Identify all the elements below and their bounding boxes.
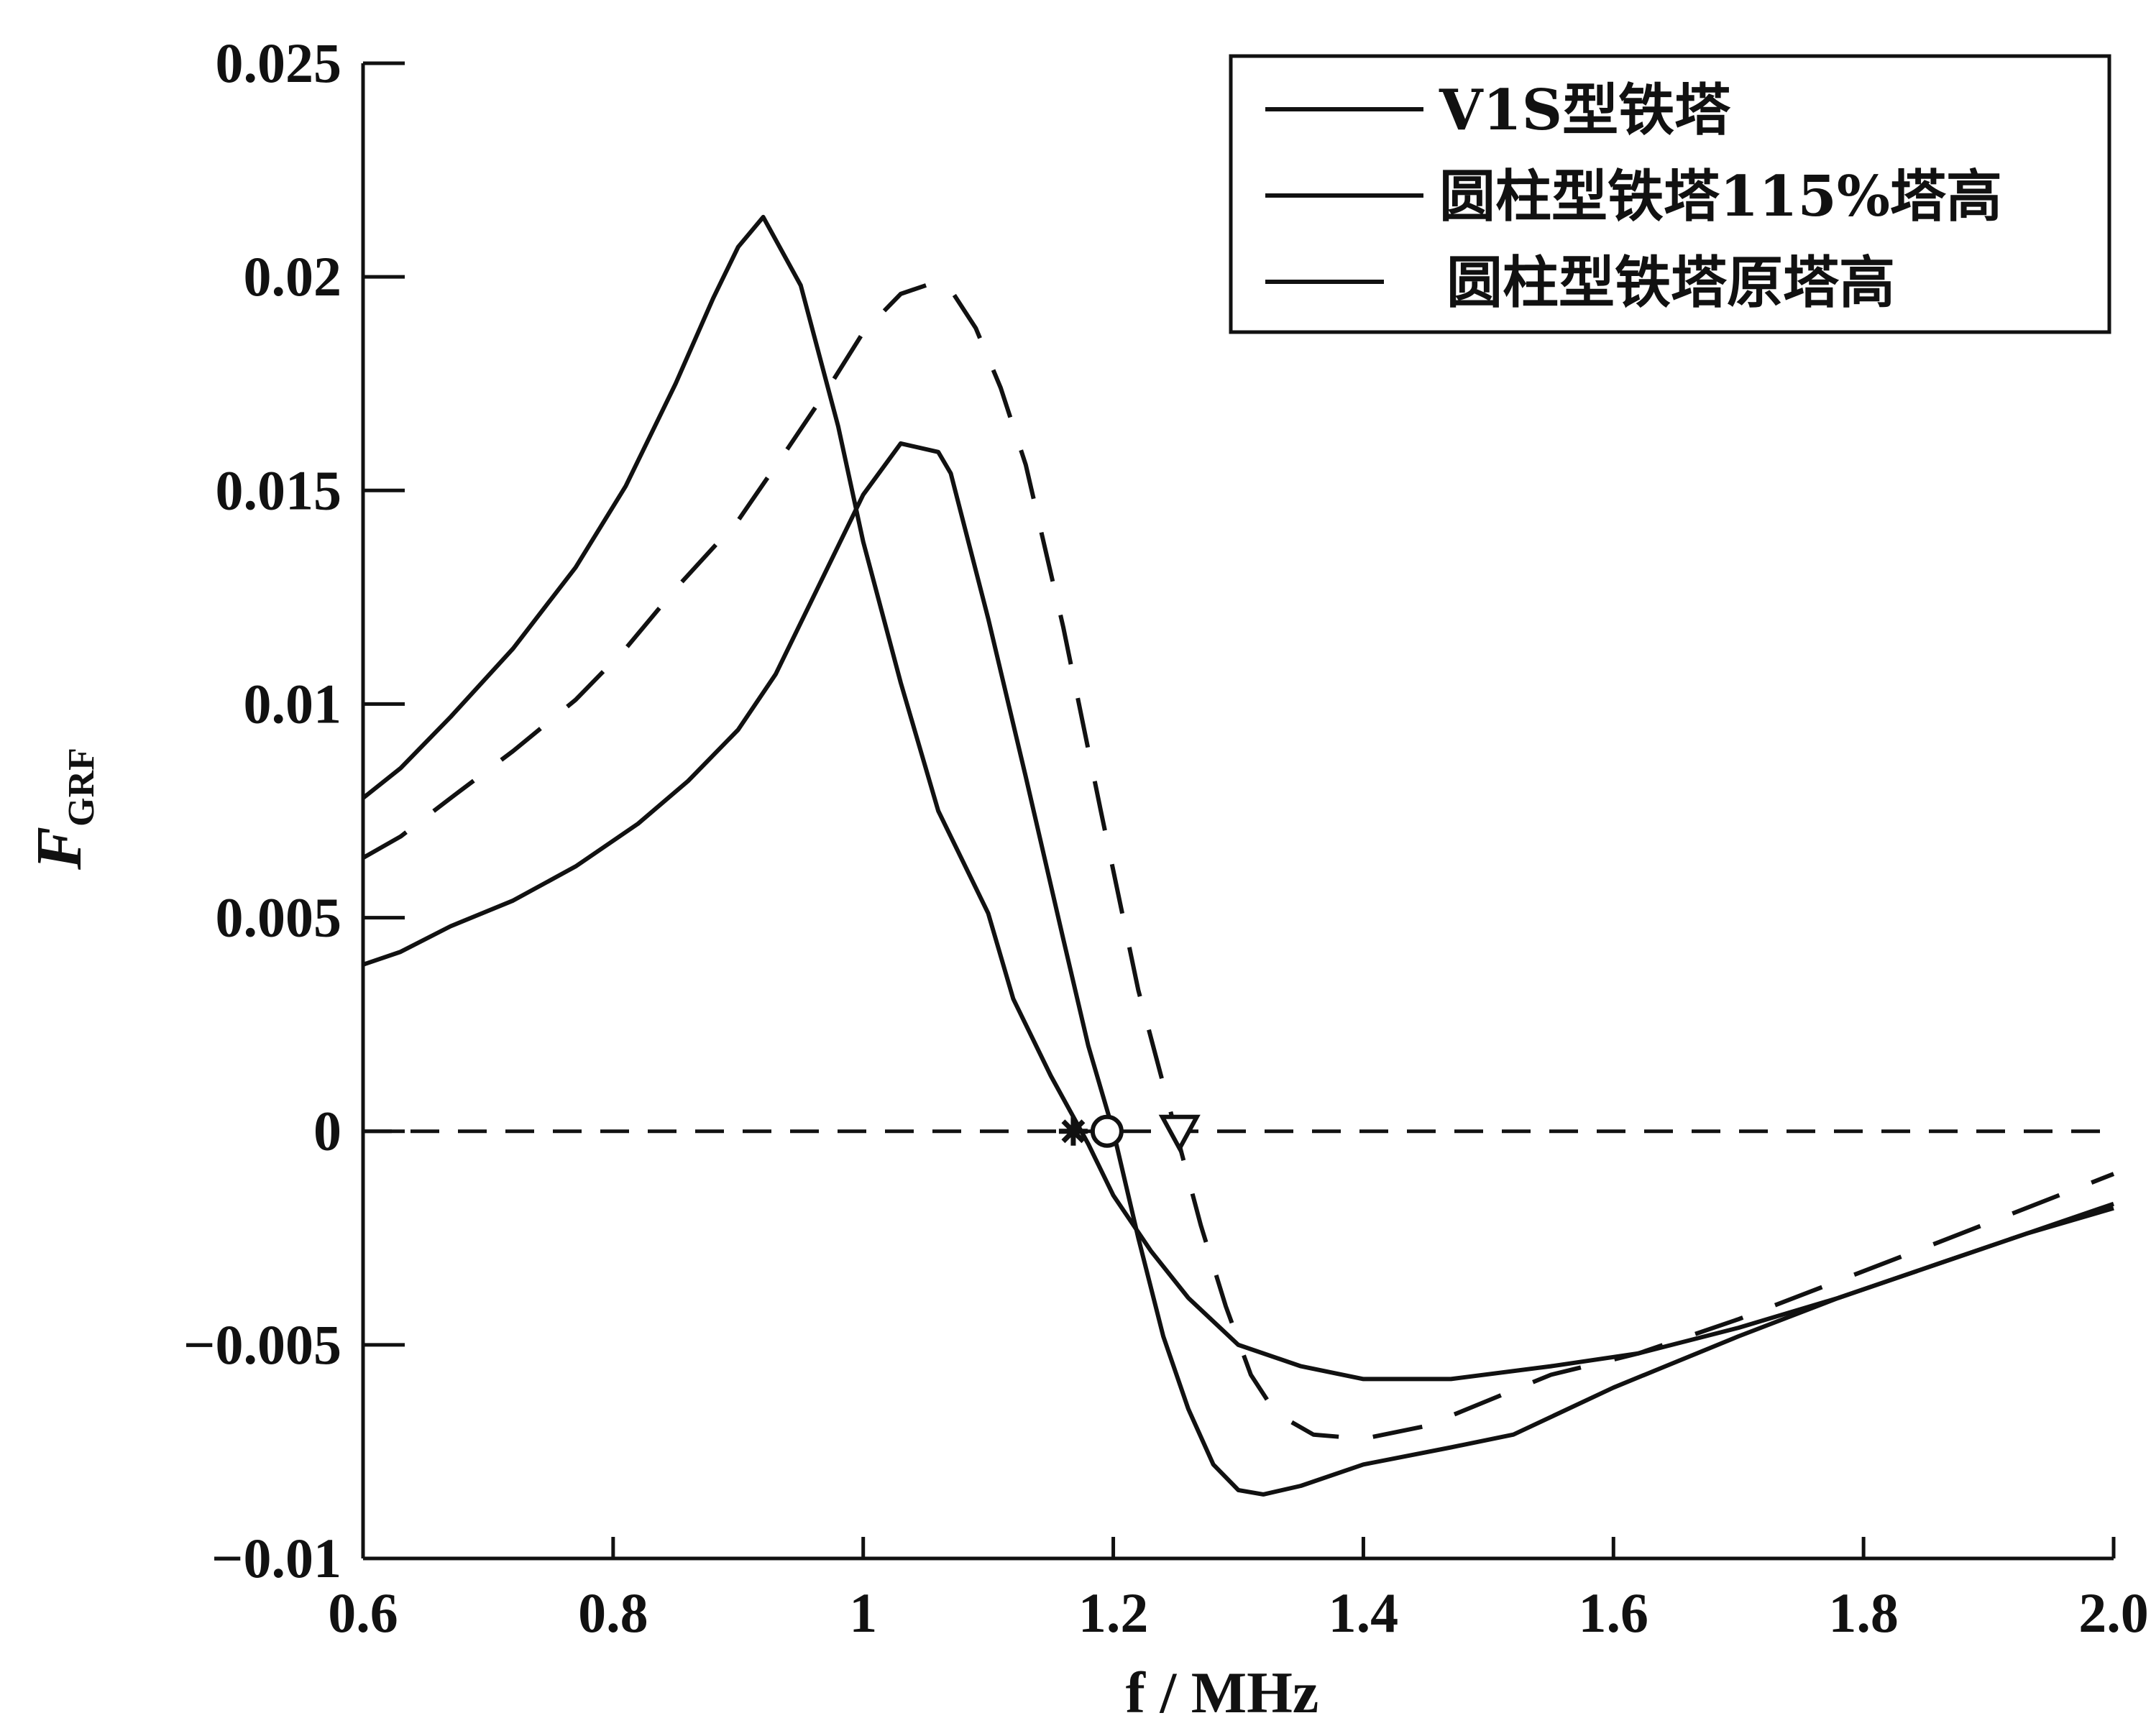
x-tick-label: 1.4 (1329, 1581, 1399, 1644)
y-axis-title-main: F (24, 827, 95, 871)
x-tick-label: 1 (849, 1581, 877, 1644)
x-tick-label: 1.2 (1078, 1581, 1149, 1644)
x-tick-label: 0.8 (578, 1581, 648, 1644)
asterisk-stroke (1061, 1119, 1086, 1144)
series-line-2 (362, 441, 2114, 1497)
x-axis-title-text: f / MHz (1126, 1660, 1319, 1725)
circle-marker (1090, 1114, 1124, 1148)
axes: 0.6 0.8 1 1.2 1.4 1.6 1.8 2.0 −0.01 −0.005 0 0.005 0… (183, 32, 2149, 1644)
asterisk-marker (1058, 1116, 1088, 1146)
legend-label-3: 圆柱型铁塔原塔高 (1446, 250, 1895, 316)
plot-area (362, 214, 2115, 1497)
x-tick-label: 1.8 (1828, 1581, 1899, 1644)
x-tick-label: 0.6 (328, 1581, 398, 1644)
series-line-3 (362, 279, 2115, 1441)
legend-label-2: 圆柱型铁塔115%塔高 (1439, 164, 2002, 229)
x-tick-label: 2.0 (2078, 1581, 2149, 1644)
y-tick-label: 0.005 (216, 886, 342, 949)
y-tick-label: 0.015 (216, 459, 342, 521)
y-axis-title: FGRF (24, 748, 102, 871)
y-tick-label: 0 (313, 1100, 341, 1162)
axis-titles: f / MHz FGRF (24, 748, 1318, 1725)
x-tick-label: 1.6 (1579, 1581, 1649, 1644)
y-tick-label: −0.01 (211, 1527, 341, 1589)
x-axis-title: f / MHz (1126, 1660, 1319, 1725)
y-axis-title-sub: GRF (61, 748, 102, 827)
y-tick-label: 0.01 (244, 672, 342, 735)
legend-label-1: V1S型铁塔 (1439, 78, 1731, 143)
triangle-marker (1158, 1114, 1201, 1153)
y-tick-label: 0.025 (216, 32, 342, 94)
series-line-1 (362, 214, 2114, 1382)
y-tick-label: 0.02 (244, 245, 342, 308)
y-tick-label: −0.005 (183, 1313, 341, 1376)
